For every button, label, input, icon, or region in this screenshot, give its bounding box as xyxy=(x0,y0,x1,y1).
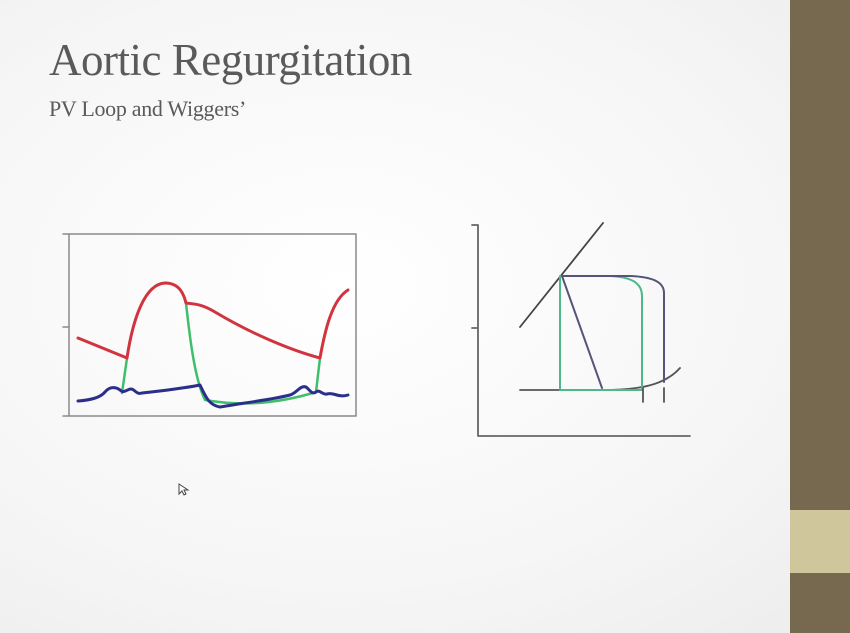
aortic-pressure-curve xyxy=(76,281,350,360)
decorative-sidebar-accent xyxy=(790,510,850,573)
mouse-pointer-icon xyxy=(178,483,190,496)
ar-pv-loop xyxy=(561,275,665,389)
volume-markers xyxy=(642,387,665,403)
atrial-pressure-curve xyxy=(76,383,350,409)
slide-title: Aortic Regurgitation xyxy=(49,35,412,85)
ventricular-pressure-curve xyxy=(120,281,322,405)
wiggers-frame xyxy=(68,233,357,417)
slide-subtitle: PV Loop and Wiggers’ xyxy=(49,96,247,121)
wiggers-diagram xyxy=(62,233,357,417)
normal-pv-loop xyxy=(559,275,643,391)
pv-loop-diagram xyxy=(471,222,691,437)
pv-loop-axes xyxy=(471,224,691,437)
edpvr-curve xyxy=(519,367,681,391)
wiggers-axis-ticks xyxy=(62,233,70,417)
